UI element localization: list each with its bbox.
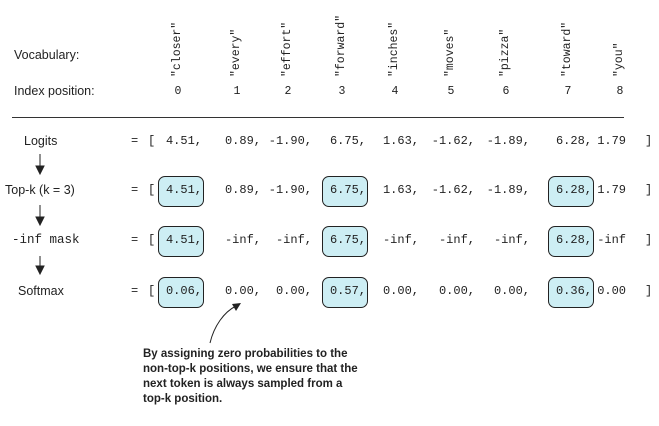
- score-value: -inf,: [275, 233, 312, 247]
- topk-highlight-box: [158, 176, 204, 207]
- index-number: 4: [391, 85, 399, 98]
- score-value: -inf,: [382, 233, 419, 247]
- close-bracket: ]: [645, 284, 653, 298]
- header-divider: [12, 117, 624, 118]
- equals-sign: =: [131, 233, 139, 247]
- topk-highlight-box: [548, 226, 594, 257]
- open-bracket: [: [148, 284, 156, 298]
- row-label: Top-k (k = 3): [5, 183, 75, 197]
- score-value: -inf: [597, 233, 626, 247]
- index-number: 2: [284, 85, 292, 98]
- arrow-down-icon: [35, 216, 45, 227]
- row-label: -inf mask: [12, 233, 80, 247]
- score-value: 0.00,: [382, 284, 419, 298]
- score-value: 6.75,: [329, 183, 366, 197]
- index-number: 6: [502, 85, 510, 98]
- topk-highlight-box: [322, 277, 368, 308]
- score-value: 1.63,: [382, 134, 419, 148]
- score-value: 4.51,: [165, 233, 202, 247]
- open-bracket: [: [148, 183, 156, 197]
- close-bracket: ]: [645, 134, 653, 148]
- index-number: 8: [616, 85, 624, 98]
- topk-highlight-box: [548, 176, 594, 207]
- score-value: 6.75,: [329, 134, 366, 148]
- index-position-label: Index position:: [14, 84, 95, 98]
- open-bracket: [: [148, 233, 156, 247]
- annotation-pointer: [209, 305, 237, 344]
- score-value: 1.79: [597, 134, 626, 148]
- arrow-down-icon: [35, 265, 45, 276]
- score-value: -inf,: [493, 233, 530, 247]
- index-number: 5: [447, 85, 455, 98]
- arrow-down-icon: [35, 165, 45, 176]
- topk-highlight-box: [158, 277, 204, 308]
- score-value: -1.89,: [486, 183, 530, 197]
- row-label: Softmax: [18, 284, 64, 298]
- index-number: 0: [174, 85, 182, 98]
- score-value: -1.89,: [486, 134, 530, 148]
- close-bracket: ]: [645, 233, 653, 247]
- score-value: 1.79: [597, 183, 626, 197]
- arrow-head-icon: [232, 303, 241, 311]
- score-value: -1.90,: [268, 183, 312, 197]
- score-value: 1.63,: [382, 183, 419, 197]
- score-value: 0.00,: [224, 284, 261, 298]
- score-value: -inf,: [224, 233, 261, 247]
- score-value: 0.00: [597, 284, 626, 298]
- index-number: 1: [233, 85, 241, 98]
- close-bracket: ]: [645, 183, 653, 197]
- topk-highlight-box: [158, 226, 204, 257]
- open-bracket: [: [148, 134, 156, 148]
- equals-sign: =: [131, 183, 139, 197]
- score-value: 6.28,: [555, 134, 592, 148]
- index-number: 3: [338, 85, 346, 98]
- score-value: 6.28,: [555, 233, 592, 247]
- topk-highlight-box: [548, 277, 594, 308]
- topk-highlight-box: [322, 176, 368, 207]
- score-value: 0.89,: [224, 134, 261, 148]
- equals-sign: =: [131, 284, 139, 298]
- index-number: 7: [564, 85, 572, 98]
- score-value: 0.06,: [165, 284, 202, 298]
- score-value: -inf,: [438, 233, 475, 247]
- equals-sign: =: [131, 134, 139, 148]
- score-value: 4.51,: [165, 183, 202, 197]
- score-value: 0.00,: [275, 284, 312, 298]
- score-value: 0.36,: [555, 284, 592, 298]
- score-value: 6.28,: [555, 183, 592, 197]
- score-value: -1.90,: [268, 134, 312, 148]
- score-value: 6.75,: [329, 233, 366, 247]
- vocabulary-label: Vocabulary:: [14, 48, 80, 62]
- row-label: Logits: [24, 134, 58, 148]
- score-value: 4.51,: [165, 134, 202, 148]
- score-value: 0.00,: [493, 284, 530, 298]
- topk-highlight-box: [322, 226, 368, 257]
- annotation-text: By assigning zero probabilities to the n…: [143, 348, 358, 405]
- score-value: 0.57,: [329, 284, 366, 298]
- score-value: 0.00,: [438, 284, 475, 298]
- score-value: -1.62,: [431, 134, 475, 148]
- score-value: -1.62,: [431, 183, 475, 197]
- score-value: 0.89,: [224, 183, 261, 197]
